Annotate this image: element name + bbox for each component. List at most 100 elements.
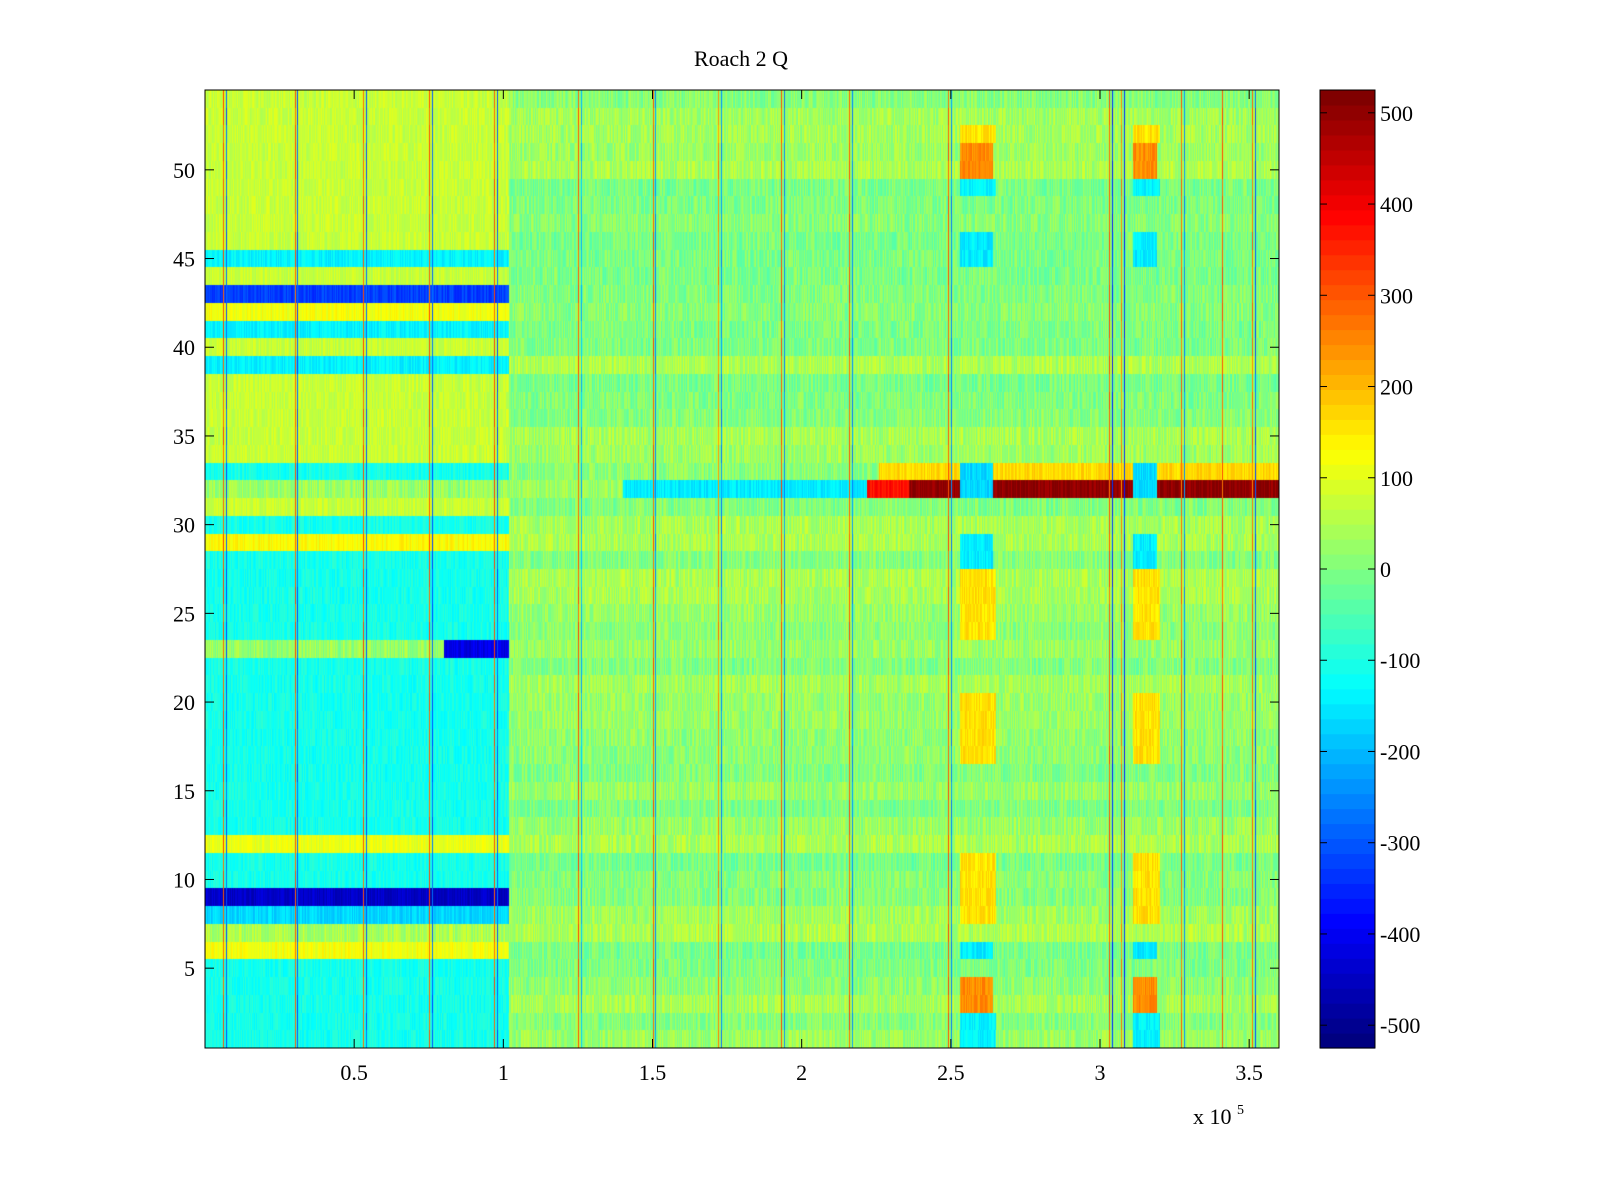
colorbar-step	[1320, 868, 1375, 884]
colorbar-step	[1320, 194, 1375, 211]
colorbar-step	[1320, 793, 1375, 810]
colorbar-step	[1320, 404, 1375, 420]
colorbar-step	[1320, 269, 1375, 286]
colorbar-step	[1320, 838, 1375, 855]
y-tick-label: 35	[173, 424, 195, 449]
colorbar-step	[1320, 688, 1375, 705]
x-multiplier-exponent: 5	[1237, 1103, 1244, 1118]
colorbar-step	[1320, 284, 1375, 301]
colorbar-step	[1320, 673, 1375, 690]
colorbar-step	[1320, 494, 1375, 510]
colorbar-step	[1320, 434, 1375, 450]
colorbar-tick-label: -100	[1380, 648, 1420, 673]
colorbar-step	[1320, 718, 1375, 735]
colorbar-step	[1320, 344, 1375, 361]
colorbar-step	[1320, 763, 1375, 780]
y-tick-label: 30	[173, 513, 195, 538]
colorbar-tick-label: -200	[1380, 739, 1420, 764]
x-tick-label: 3	[1095, 1060, 1106, 1085]
colorbar-step	[1320, 389, 1375, 405]
x-tick-label: 1.5	[639, 1060, 667, 1085]
colorbar-tick-label: -400	[1380, 922, 1420, 947]
colorbar-tick-label: -300	[1380, 831, 1420, 856]
colorbar-axis: 500 400 300 200 100 0 -100 -200 -300 -400 -500	[1320, 101, 1420, 1038]
colorbar-step	[1320, 808, 1375, 825]
y-axis: 5 10 15 20 25 30 35 40 45 50	[173, 158, 195, 981]
x-tick-label: 3.5	[1235, 1060, 1263, 1085]
colorbar-step	[1320, 778, 1375, 795]
y-tick-label: 25	[173, 601, 195, 626]
x-multiplier-base: x 10	[1193, 1104, 1232, 1129]
colorbar	[1320, 90, 1375, 1049]
colorbar-step	[1320, 329, 1375, 346]
colorbar-step	[1320, 524, 1375, 540]
colorbar-step	[1320, 988, 1375, 1004]
colorbar-step	[1320, 583, 1375, 600]
colorbar-step	[1320, 703, 1375, 720]
colorbar-step	[1320, 598, 1375, 615]
colorbar-step	[1320, 239, 1375, 256]
y-tick-label: 10	[173, 867, 195, 892]
y-tick-label: 50	[173, 158, 195, 183]
colorbar-tick-label: -500	[1380, 1013, 1420, 1038]
x-tick-label: 2	[796, 1060, 807, 1085]
colorbar-tick-label: 400	[1380, 192, 1413, 217]
colorbar-step	[1320, 658, 1375, 675]
colorbar-step	[1320, 628, 1375, 645]
colorbar-step	[1320, 569, 1375, 585]
colorbar-step	[1320, 958, 1375, 974]
colorbar-step	[1320, 299, 1375, 316]
colorbar-step	[1320, 643, 1375, 660]
y-tick-label: 20	[173, 690, 195, 715]
colorbar-step	[1320, 883, 1375, 899]
chart-title: Roach 2 Q	[694, 46, 788, 71]
colorbar-step	[1320, 898, 1375, 914]
colorbar-tick-label: 100	[1380, 466, 1413, 491]
colorbar-step	[1320, 314, 1375, 331]
colorbar-step	[1320, 928, 1375, 944]
heatmap-image	[205, 90, 1279, 1048]
colorbar-step	[1320, 449, 1375, 465]
colorbar-step	[1320, 1033, 1375, 1049]
colorbar-step	[1320, 509, 1375, 525]
y-tick-label: 40	[173, 335, 195, 360]
colorbar-step	[1320, 853, 1375, 869]
colorbar-step	[1320, 973, 1375, 989]
colorbar-border	[1319, 89, 1376, 1049]
colorbar-step	[1320, 254, 1375, 271]
colorbar-tick-label: 200	[1380, 375, 1413, 400]
x-multiplier-label: x 10 5	[1193, 1103, 1244, 1129]
colorbar-tick-label: 0	[1380, 557, 1391, 582]
y-tick-label: 5	[184, 956, 195, 981]
colorbar-step	[1320, 90, 1375, 106]
colorbar-step	[1320, 1003, 1375, 1019]
x-axis: 0.5 1 1.5 2 2.5 3 3.5	[340, 1060, 1263, 1085]
colorbar-step	[1320, 554, 1375, 570]
x-tick-label: 0.5	[340, 1060, 368, 1085]
y-tick-label: 15	[173, 779, 195, 804]
colorbar-step	[1320, 179, 1375, 196]
colorbar-step	[1320, 149, 1375, 166]
x-tick-label: 1	[498, 1060, 509, 1085]
colorbar-step	[1320, 374, 1375, 390]
colorbar-step	[1320, 539, 1375, 555]
colorbar-step	[1320, 419, 1375, 435]
colorbar-step	[1320, 104, 1375, 121]
colorbar-tick-label: 500	[1380, 101, 1413, 126]
colorbar-step	[1320, 479, 1375, 495]
colorbar-step	[1320, 748, 1375, 765]
colorbar-step	[1320, 209, 1375, 226]
colorbar-step	[1320, 224, 1375, 241]
colorbar-step	[1320, 164, 1375, 181]
colorbar-step	[1320, 464, 1375, 480]
colorbar-step	[1320, 943, 1375, 959]
colorbar-step	[1320, 1018, 1375, 1034]
x-tick-label: 2.5	[937, 1060, 965, 1085]
colorbar-step	[1320, 733, 1375, 750]
colorbar-step	[1320, 913, 1375, 929]
colorbar-step	[1320, 823, 1375, 840]
colorbar-step	[1320, 359, 1375, 376]
y-tick-label: 45	[173, 247, 195, 272]
colorbar-tick-label: 300	[1380, 283, 1413, 308]
colorbar-step	[1320, 119, 1375, 136]
